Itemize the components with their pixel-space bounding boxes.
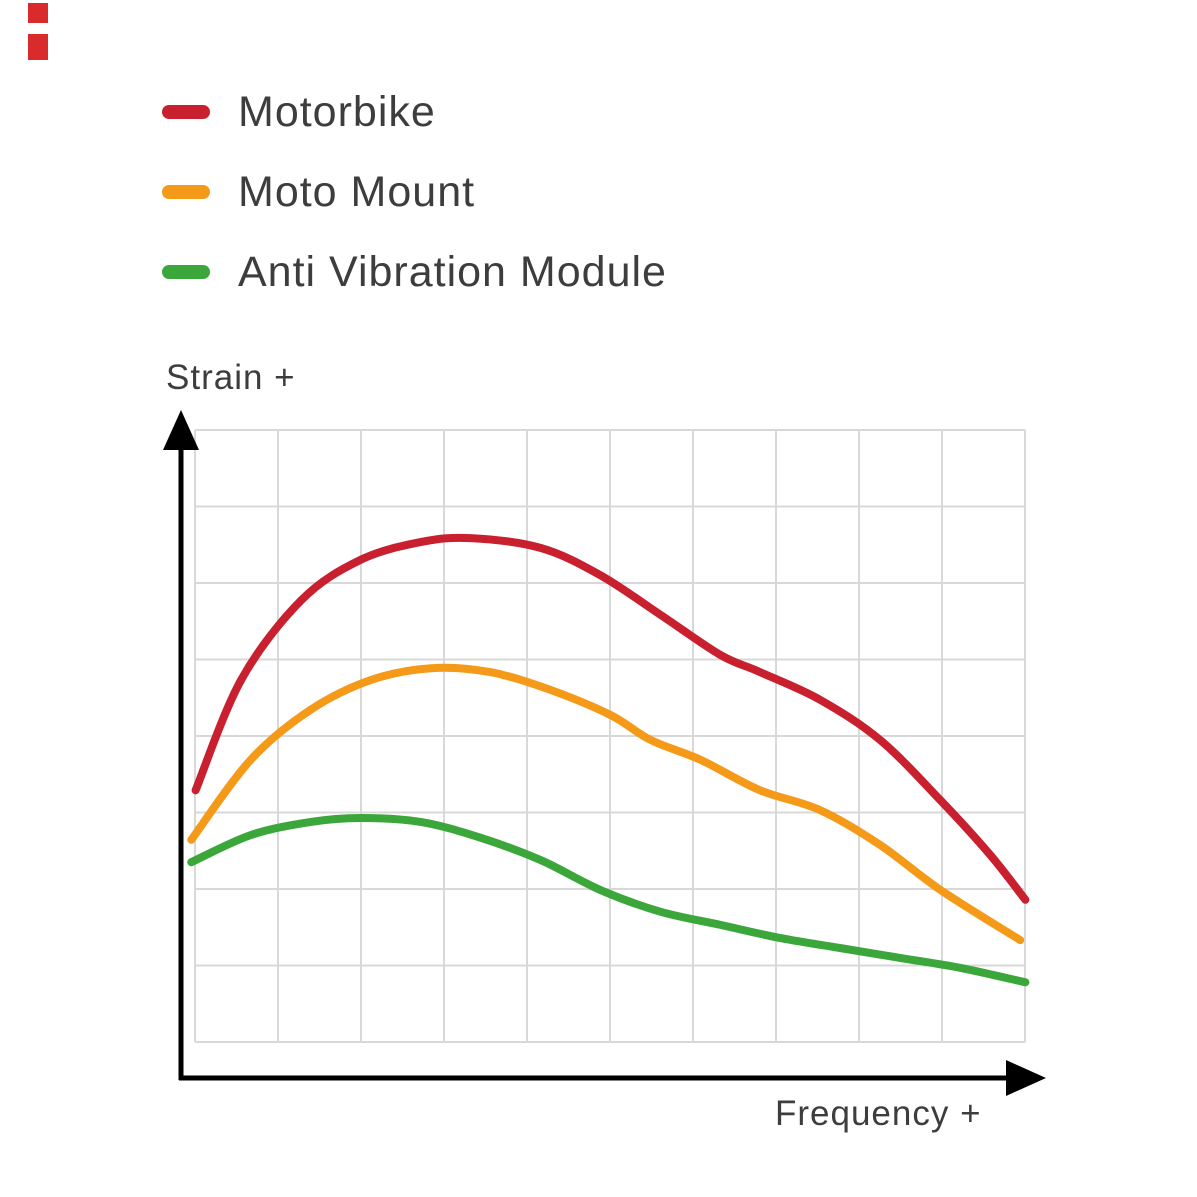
legend-swatch-anti-vibration-module: [162, 265, 210, 279]
x-axis-label: Frequency +: [775, 1094, 982, 1133]
legend-swatch-moto-mount: [162, 185, 210, 199]
legend-item-moto-mount: Moto Mount: [162, 152, 667, 232]
watermark-mark-1: [28, 3, 48, 23]
legend-swatch-motorbike: [162, 105, 210, 119]
y-axis-label: Strain +: [166, 358, 296, 397]
legend-label: Anti Vibration Module: [238, 247, 667, 296]
legend-label: Moto Mount: [238, 167, 476, 216]
legend-item-anti-vibration-module: Anti Vibration Module: [162, 232, 667, 312]
legend-item-motorbike: Motorbike: [162, 72, 667, 152]
legend-label: Motorbike: [238, 87, 436, 136]
chart-legend: Motorbike Moto Mount Anti Vibration Modu…: [162, 72, 667, 312]
watermark-mark-2: [28, 34, 48, 60]
